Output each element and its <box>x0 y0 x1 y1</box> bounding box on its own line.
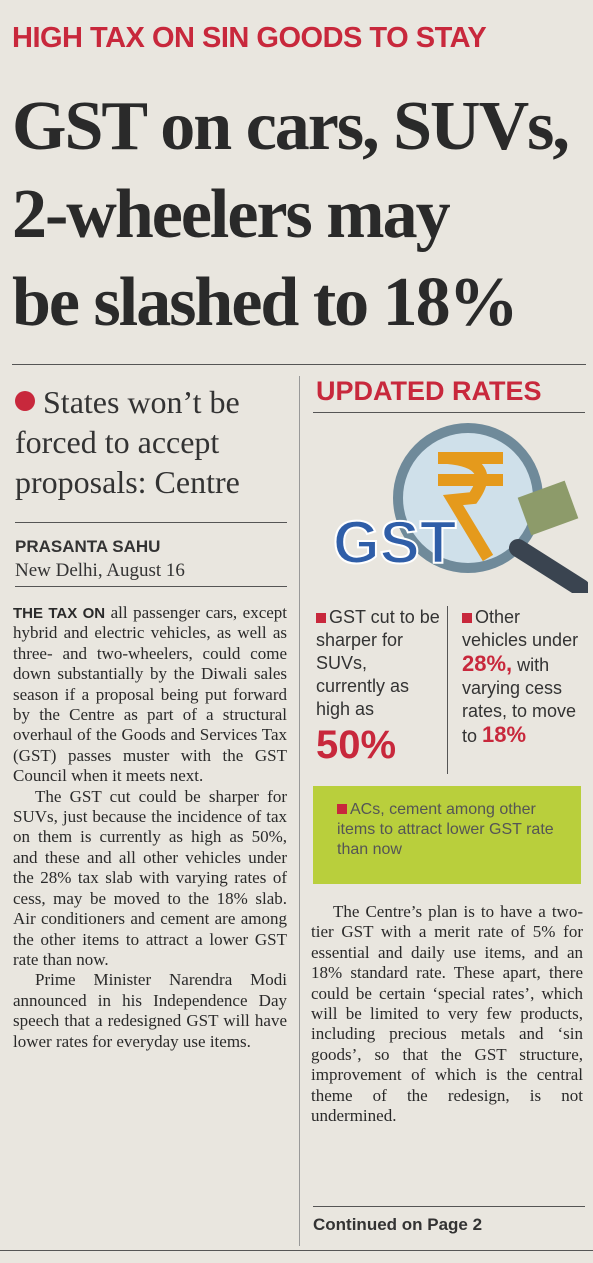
rate-figure: 28%, <box>462 651 513 676</box>
magnifier-handle <box>509 539 588 593</box>
continued-note: Continued on Page 2 <box>313 1215 483 1234</box>
headline-line: be slashed to 18% <box>12 264 519 341</box>
rate-figure: 50% <box>316 723 397 767</box>
headline-line: GST on cars, SUVs, <box>12 88 570 165</box>
rate-text: with varying cess rates, to move to <box>462 655 577 746</box>
bullet <box>462 613 472 623</box>
author: PRASANTA SAHU <box>15 537 161 556</box>
rate-text: GST cut to be sharper for SUVs, currentl… <box>316 607 440 719</box>
body-left: THE TAX ON all passenger cars, except hy… <box>13 603 287 1243</box>
banknote <box>517 480 579 536</box>
rule <box>12 364 586 365</box>
subhead: States won’t be forced to accept proposa… <box>15 382 287 502</box>
rule <box>15 586 287 587</box>
rule <box>0 1250 593 1251</box>
paragraph: THE TAX ON all passenger cars, except hy… <box>13 603 287 787</box>
divider <box>447 606 448 774</box>
paragraph: The Centre’s plan is to have a two-tier … <box>311 902 583 1126</box>
subhead-text: States won’t be forced to accept proposa… <box>15 384 240 500</box>
rate-figure: 18% <box>482 722 527 747</box>
bullet <box>337 804 347 814</box>
dateline: New Delhi, August 16 <box>15 560 185 581</box>
gst-illustration: GST <box>332 423 588 593</box>
image-text: GST <box>333 509 456 576</box>
rule <box>313 1206 585 1207</box>
bullet <box>316 613 326 623</box>
lead-in: THE TAX ON <box>13 605 106 622</box>
rate-text: Other vehicles under <box>462 607 579 650</box>
column-divider <box>299 376 300 1246</box>
rate-box: GST cut to be sharper for SUVs, currentl… <box>316 606 440 769</box>
rate-box: Other vehicles under 28%, with varying c… <box>462 606 586 748</box>
kicker: HIGH TAX ON SIN GOODS TO STAY <box>12 22 487 54</box>
paragraph: The GST cut could be sharper for SUVs, j… <box>13 786 287 969</box>
paragraph-text: all passenger cars, except hybrid and el… <box>13 603 287 786</box>
sidebar-title: UPDATED RATES <box>316 376 542 406</box>
paragraph: Prime Minister Narendra Modi announced i… <box>13 970 287 1051</box>
body-right: The Centre’s plan is to have a two-tier … <box>311 902 583 1126</box>
bullet <box>15 391 35 411</box>
rupee-symbol <box>438 452 503 562</box>
highlight-box: ACs, cement among other items to attract… <box>313 786 581 884</box>
rule <box>313 412 585 413</box>
highlight-text: ACs, cement among other items to attract… <box>337 801 554 858</box>
headline-line: 2-wheelers may <box>12 176 451 253</box>
rule <box>15 522 287 523</box>
